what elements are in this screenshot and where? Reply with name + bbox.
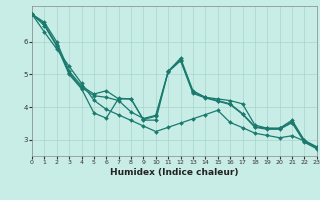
X-axis label: Humidex (Indice chaleur): Humidex (Indice chaleur) <box>110 168 239 177</box>
